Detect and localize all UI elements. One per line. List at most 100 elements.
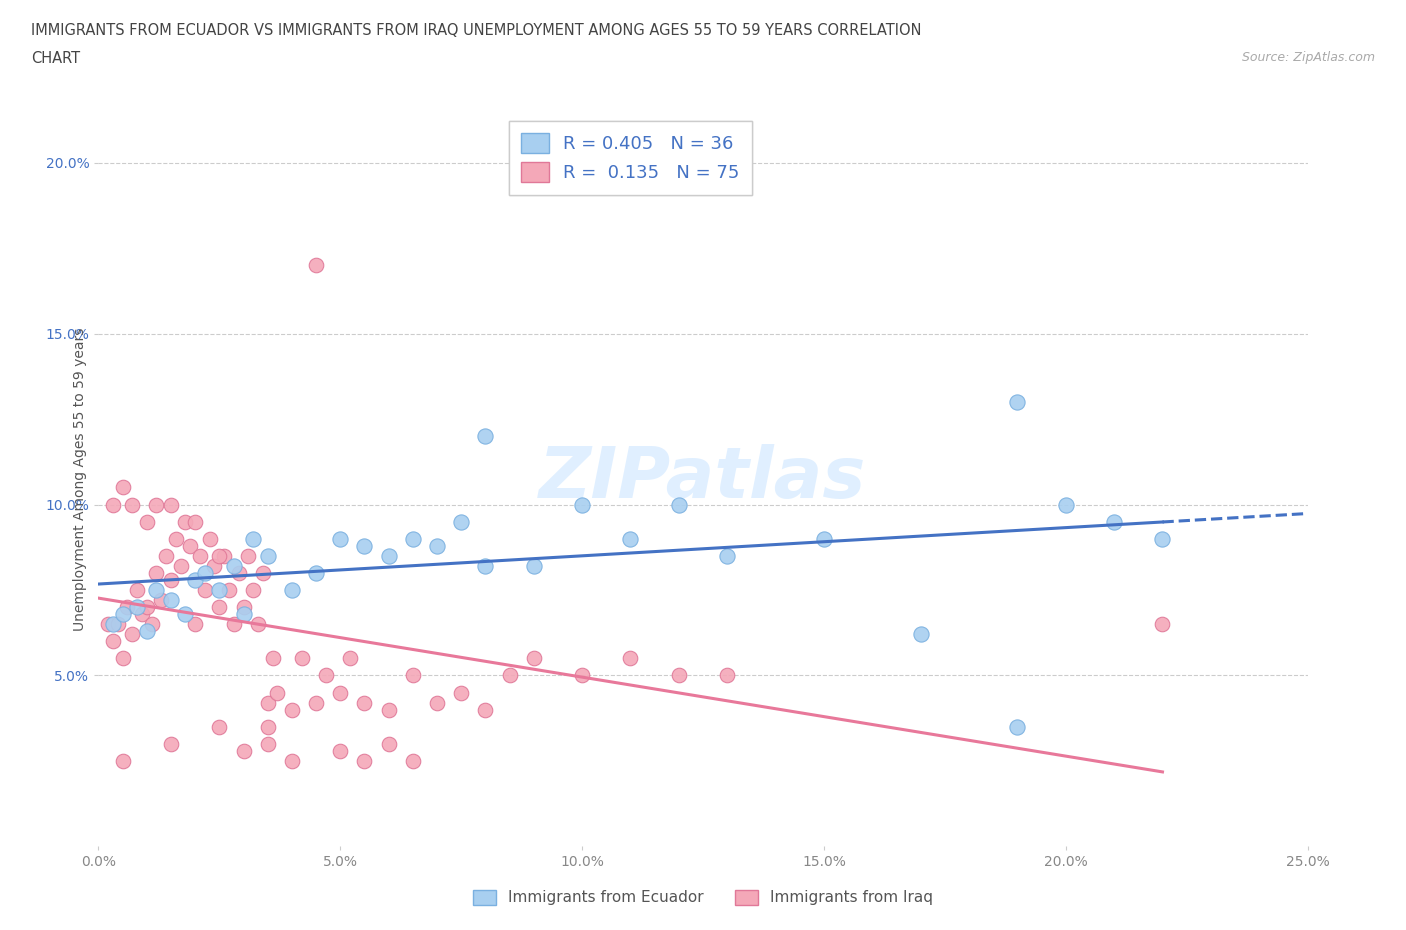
Point bbox=[256, 719, 278, 734]
Point bbox=[135, 600, 157, 615]
Point bbox=[121, 627, 143, 642]
Point bbox=[523, 559, 546, 574]
Point bbox=[619, 531, 641, 546]
Point bbox=[127, 600, 149, 615]
Point bbox=[571, 498, 593, 512]
Point bbox=[329, 685, 352, 700]
Point bbox=[329, 743, 352, 758]
Point bbox=[305, 258, 328, 272]
Point bbox=[377, 702, 399, 717]
Point bbox=[174, 606, 197, 621]
Point bbox=[97, 617, 120, 631]
Point bbox=[141, 617, 163, 631]
Point bbox=[1054, 498, 1077, 512]
Point bbox=[242, 582, 264, 597]
Point bbox=[339, 651, 361, 666]
Point bbox=[1102, 514, 1125, 529]
Point bbox=[426, 538, 449, 553]
Point bbox=[1007, 719, 1029, 734]
Point bbox=[353, 753, 375, 768]
Point bbox=[523, 651, 546, 666]
Point bbox=[329, 531, 352, 546]
Point bbox=[281, 702, 304, 717]
Point bbox=[353, 696, 375, 711]
Legend: R = 0.405   N = 36, R =  0.135   N = 75: R = 0.405 N = 36, R = 0.135 N = 75 bbox=[509, 121, 752, 194]
Point bbox=[716, 549, 738, 564]
Point bbox=[169, 559, 191, 574]
Point bbox=[135, 514, 157, 529]
Point bbox=[127, 582, 149, 597]
Point bbox=[101, 634, 124, 649]
Point bbox=[228, 565, 250, 580]
Point bbox=[194, 582, 217, 597]
Point bbox=[474, 702, 496, 717]
Legend: Immigrants from Ecuador, Immigrants from Iraq: Immigrants from Ecuador, Immigrants from… bbox=[465, 883, 941, 913]
Point bbox=[266, 685, 288, 700]
Point bbox=[111, 606, 134, 621]
Point bbox=[160, 592, 183, 607]
Point bbox=[252, 565, 274, 580]
Point bbox=[377, 737, 399, 751]
Point bbox=[281, 582, 304, 597]
Point bbox=[179, 538, 201, 553]
Point bbox=[305, 565, 328, 580]
Point bbox=[198, 531, 221, 546]
Point bbox=[174, 514, 197, 529]
Point bbox=[218, 582, 240, 597]
Point bbox=[281, 753, 304, 768]
Text: Source: ZipAtlas.com: Source: ZipAtlas.com bbox=[1241, 51, 1375, 64]
Point bbox=[111, 753, 134, 768]
Point bbox=[813, 531, 835, 546]
Point bbox=[474, 429, 496, 444]
Point bbox=[232, 743, 254, 758]
Point bbox=[145, 582, 167, 597]
Point bbox=[402, 531, 425, 546]
Point bbox=[474, 559, 496, 574]
Point bbox=[165, 531, 187, 546]
Text: CHART: CHART bbox=[31, 51, 80, 66]
Point bbox=[402, 753, 425, 768]
Point bbox=[619, 651, 641, 666]
Point bbox=[247, 617, 270, 631]
Point bbox=[184, 617, 207, 631]
Point bbox=[135, 624, 157, 639]
Point bbox=[145, 565, 167, 580]
Point bbox=[232, 606, 254, 621]
Point bbox=[262, 651, 284, 666]
Point bbox=[184, 514, 207, 529]
Point bbox=[208, 582, 231, 597]
Point bbox=[1152, 531, 1174, 546]
Point bbox=[222, 559, 245, 574]
Point bbox=[305, 696, 328, 711]
Text: IMMIGRANTS FROM ECUADOR VS IMMIGRANTS FROM IRAQ UNEMPLOYMENT AMONG AGES 55 TO 59: IMMIGRANTS FROM ECUADOR VS IMMIGRANTS FR… bbox=[31, 23, 921, 38]
Point bbox=[121, 498, 143, 512]
Point bbox=[668, 498, 690, 512]
Point bbox=[208, 719, 231, 734]
Point bbox=[1007, 394, 1029, 409]
Point bbox=[402, 668, 425, 683]
Point bbox=[910, 627, 932, 642]
Point bbox=[426, 696, 449, 711]
Y-axis label: Unemployment Among Ages 55 to 59 years: Unemployment Among Ages 55 to 59 years bbox=[73, 327, 87, 631]
Point bbox=[242, 531, 264, 546]
Point bbox=[1152, 617, 1174, 631]
Point bbox=[256, 737, 278, 751]
Point bbox=[256, 696, 278, 711]
Point bbox=[145, 498, 167, 512]
Point bbox=[188, 549, 211, 564]
Point bbox=[111, 651, 134, 666]
Point bbox=[315, 668, 337, 683]
Point bbox=[160, 737, 183, 751]
Point bbox=[131, 606, 153, 621]
Point bbox=[450, 685, 472, 700]
Point bbox=[290, 651, 312, 666]
Point bbox=[232, 600, 254, 615]
Point bbox=[101, 617, 124, 631]
Point bbox=[450, 514, 472, 529]
Point bbox=[208, 600, 231, 615]
Point bbox=[160, 572, 183, 587]
Point bbox=[107, 617, 129, 631]
Point bbox=[117, 600, 139, 615]
Point bbox=[571, 668, 593, 683]
Point bbox=[160, 498, 183, 512]
